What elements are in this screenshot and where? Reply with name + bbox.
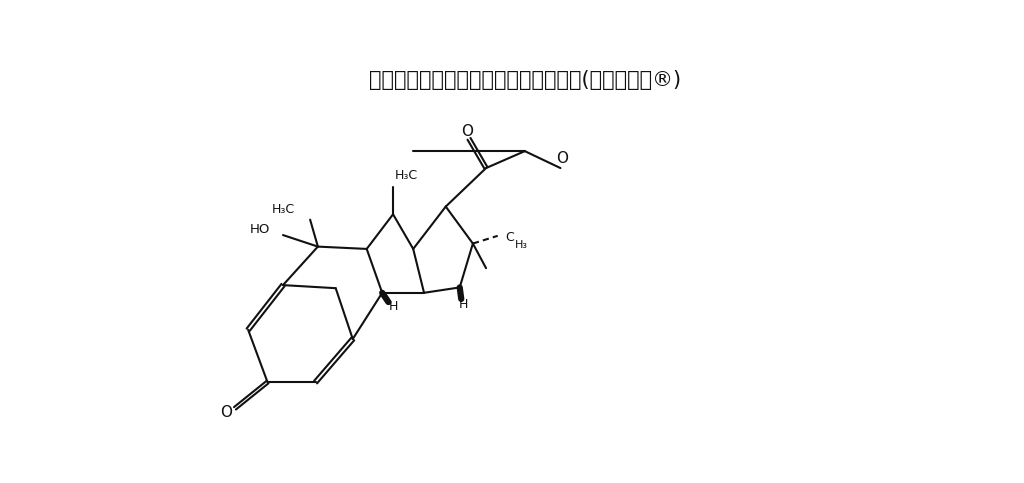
Text: O: O: [462, 124, 473, 139]
Text: デキサメタゾンプロピオン酸エステル(メサデルム®): デキサメタゾンプロピオン酸エステル(メサデルム®): [369, 70, 681, 89]
Text: C: C: [506, 231, 514, 244]
Text: O: O: [220, 405, 231, 420]
Text: H: H: [389, 300, 398, 313]
Text: HO: HO: [250, 223, 270, 236]
Text: H₃: H₃: [515, 240, 527, 250]
Text: H: H: [459, 298, 468, 311]
Text: O: O: [556, 151, 568, 166]
Text: H₃C: H₃C: [271, 203, 295, 216]
Text: H₃C: H₃C: [394, 169, 418, 182]
